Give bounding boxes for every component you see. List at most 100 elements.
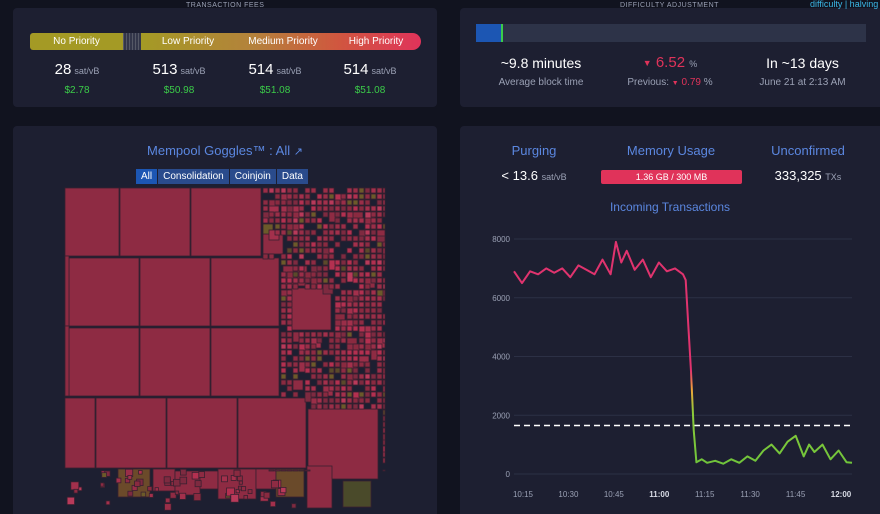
tx-block (280, 295, 287, 302)
tx-block (286, 289, 293, 296)
tx-block (340, 289, 347, 296)
tx-block (376, 391, 383, 398)
tx-block (286, 247, 293, 254)
tx-block (376, 325, 383, 332)
tx-block (298, 199, 305, 206)
tx-block (340, 235, 347, 242)
tx-block (235, 488, 240, 494)
tx-block (310, 343, 317, 350)
tx-block (358, 271, 365, 278)
fee-low-priority: 513 sat/vB (139, 61, 219, 78)
difficulty-halving-toggle[interactable]: difficulty | halving (810, 0, 879, 9)
difficulty-change: ▼ 6.52 % (610, 54, 730, 71)
tx-block (328, 199, 335, 206)
tx-block (340, 211, 347, 218)
tx-block (334, 223, 341, 230)
tx-block (180, 468, 187, 476)
tx-block (322, 259, 329, 266)
tx-block (352, 205, 359, 212)
tx-block (340, 373, 347, 380)
tx-block (280, 229, 287, 236)
tx-block (139, 257, 211, 327)
tx-block (328, 403, 335, 410)
tx-block (346, 313, 353, 320)
tx-block (298, 253, 305, 260)
tx-block (352, 325, 359, 332)
fee-value: 513 (152, 61, 178, 78)
goggles-filter-tabs: All Consolidation Coinjoin Data (136, 166, 309, 184)
tx-block (100, 482, 105, 487)
fee-usd: $50.98 (163, 85, 195, 96)
tx-block (310, 241, 317, 248)
tx-block (262, 205, 269, 212)
tx-block (119, 187, 191, 257)
tx-block (298, 193, 305, 200)
tx-block (292, 229, 299, 236)
percent-unit: % (703, 77, 713, 88)
tx-block (139, 327, 211, 397)
tx-block (268, 211, 275, 218)
tx-block (322, 403, 329, 410)
previous-value: 0.79 (681, 77, 701, 88)
tx-block (376, 223, 383, 230)
purging-number: < 13.6 (501, 168, 538, 183)
tx-block (298, 217, 305, 224)
tx-block (382, 211, 386, 218)
tx-block (286, 199, 293, 206)
tx-block (280, 223, 287, 230)
tx-block (292, 217, 299, 224)
goggles-title[interactable]: Mempool Goggles™ : All ↗ (13, 143, 437, 158)
tx-block (370, 277, 377, 284)
tx-block (292, 199, 299, 206)
tx-block (382, 265, 386, 272)
tx-block (364, 241, 371, 248)
fee-usd: $51.08 (354, 85, 386, 96)
incoming-transactions-chart[interactable]: 0 2000 4000 6000 8000 10:15 10:30 10:45 11:00 11:… (460, 126, 880, 514)
mempool-block-visualization[interactable] (13, 126, 437, 514)
x-tick-label: 10:45 (604, 490, 625, 499)
tx-block (364, 253, 371, 260)
tx-block (173, 478, 181, 487)
tx-block (382, 241, 386, 248)
tx-block (193, 493, 202, 501)
unconfirmed-unit: TXs (825, 172, 842, 182)
tx-block (310, 403, 317, 410)
tx-block (376, 313, 383, 320)
tx-block (364, 205, 371, 212)
tx-block (334, 355, 341, 362)
tab-data[interactable]: Data (276, 169, 308, 184)
tx-block (286, 343, 293, 350)
tx-block (298, 355, 305, 362)
tx-block (370, 211, 377, 218)
tx-block (358, 193, 365, 200)
difficulty-previous: Previous: ▼ 0.79 % (610, 77, 730, 88)
tx-block (280, 301, 287, 308)
tx-block (310, 367, 317, 374)
tx-block (280, 349, 287, 356)
tx-block (310, 385, 317, 392)
fees-card: TRANSACTION FEES No Priority Low Priorit… (13, 2, 437, 107)
x-tick-label: 10:15 (513, 490, 534, 499)
tx-block (322, 193, 329, 200)
tx-block (274, 217, 281, 224)
tx-block (328, 373, 335, 380)
tab-all[interactable]: All (136, 169, 158, 184)
tx-block (280, 373, 287, 380)
block-time-label: Average block time (498, 77, 584, 88)
tx-block (292, 271, 299, 278)
tx-block (376, 271, 383, 278)
no-priority-label: No Priority (53, 36, 100, 47)
tx-block (286, 259, 293, 266)
difficulty-progress-fill (476, 24, 504, 42)
tx-block (179, 492, 187, 500)
tx-block (352, 235, 359, 242)
tab-coinjoin[interactable]: Coinjoin (229, 169, 276, 184)
tx-block (364, 193, 371, 200)
tx-block (352, 403, 359, 410)
tx-block (382, 193, 386, 200)
tx-block (154, 487, 159, 492)
tx-block (328, 367, 335, 374)
tx-block (358, 235, 365, 242)
tab-consolidation[interactable]: Consolidation (158, 169, 229, 184)
y-tick-label: 2000 (492, 411, 510, 420)
